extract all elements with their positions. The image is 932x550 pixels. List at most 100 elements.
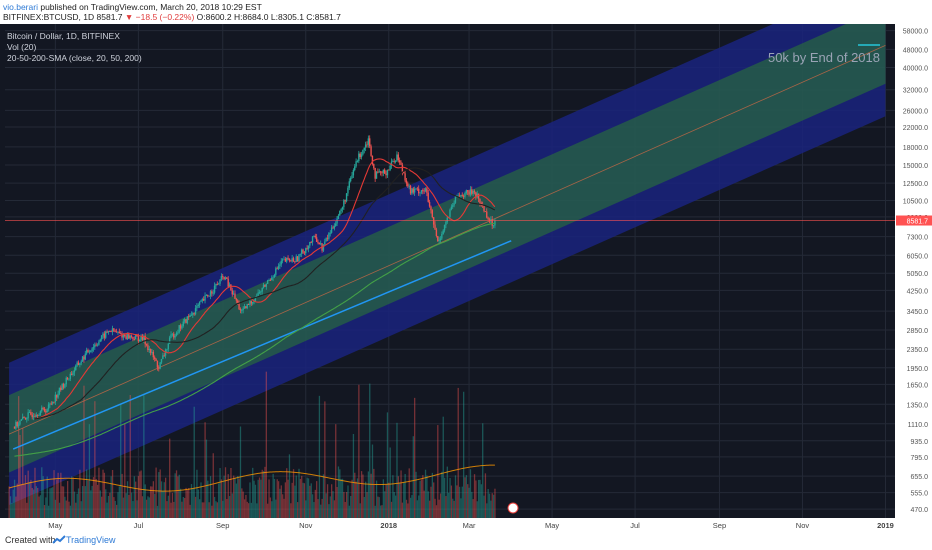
volume-bar — [269, 497, 272, 518]
volume-bar — [423, 490, 425, 518]
volume-bar — [151, 486, 153, 518]
volume-bar — [80, 501, 82, 518]
volume-bar — [159, 469, 161, 518]
candle-body — [72, 372, 74, 375]
candle-body — [394, 160, 397, 162]
candle-body — [174, 335, 176, 338]
volume-bar — [90, 490, 92, 518]
candle-body — [392, 161, 394, 163]
candle-body — [454, 195, 457, 203]
tradingview-brand[interactable]: TradingView — [66, 535, 116, 545]
candle-body — [212, 292, 214, 294]
candle-body — [41, 407, 43, 412]
publish-line: vio.berari published on TradingView.com,… — [3, 2, 262, 12]
candle-body — [119, 333, 122, 334]
volume-bar — [254, 484, 257, 518]
volume-bar — [340, 479, 342, 518]
time-axis-label: Sep — [216, 521, 229, 530]
candle-body — [280, 260, 282, 265]
candle-body — [17, 424, 20, 427]
price-axis-label: 2850.0 — [907, 328, 929, 335]
volume-bar — [22, 427, 24, 518]
volume-bar — [448, 492, 450, 518]
author-link[interactable]: vio.berari — [3, 2, 38, 12]
volume-bar — [403, 482, 405, 518]
volume-bar — [276, 479, 278, 518]
volume-bar — [106, 502, 108, 518]
candle-body — [68, 378, 70, 380]
candle-body — [96, 344, 99, 346]
volume-bar — [430, 486, 432, 518]
volume-bar — [318, 395, 321, 518]
volume-bar — [107, 495, 110, 518]
volume-bar — [166, 501, 168, 518]
volume-bar — [164, 477, 167, 518]
price-axis[interactable] — [895, 24, 932, 531]
volume-bar — [362, 474, 364, 518]
volume-bar — [154, 493, 156, 518]
price-axis-label: 32000.0 — [903, 88, 928, 95]
volume-bar — [79, 469, 81, 518]
candle-body — [148, 348, 150, 351]
volume-bar — [61, 486, 63, 518]
volume-bar — [339, 469, 341, 518]
volume-bar — [345, 491, 348, 518]
candle-body — [181, 325, 183, 329]
volume-bar — [246, 501, 248, 518]
volume-bar — [253, 480, 255, 518]
volume-bar — [488, 493, 491, 518]
volume-bar — [487, 489, 489, 518]
candle-body — [156, 360, 159, 368]
volume-bar — [249, 482, 251, 518]
volume-bar — [435, 505, 438, 518]
volume-bar — [9, 496, 12, 518]
candle-body — [340, 209, 342, 212]
volume-bar — [65, 500, 67, 518]
volume-bar — [181, 501, 183, 518]
candle-body — [486, 211, 488, 218]
volume-bar — [288, 454, 291, 518]
candle-body — [358, 153, 360, 162]
volume-bar — [283, 498, 285, 518]
candle-body — [243, 306, 246, 309]
candle-body — [428, 201, 431, 207]
candle-body — [465, 190, 468, 194]
candle-body — [326, 238, 329, 239]
volume-bar — [24, 475, 27, 518]
candle-body — [110, 331, 112, 332]
volume-bar — [295, 475, 297, 518]
candle-body — [403, 171, 405, 174]
candle-body — [408, 185, 410, 187]
candle-body — [307, 245, 310, 250]
candle-body — [313, 235, 315, 237]
volume-bar — [457, 387, 459, 518]
price-axis-label: 12500.0 — [903, 181, 928, 188]
candle-body — [88, 351, 91, 353]
candle-body — [238, 302, 240, 310]
volume-bar — [373, 468, 375, 518]
volume-bar — [382, 479, 385, 518]
price-chart[interactable]: 58000.0 48000.0 40000.0 32000.0 26000.0 22000… — [0, 24, 932, 531]
volume-bar — [422, 475, 424, 518]
time-axis[interactable] — [0, 518, 932, 531]
volume-bar — [314, 489, 316, 518]
volume-bar — [405, 499, 408, 518]
volume-bar — [465, 475, 468, 518]
channel-inner-band — [9, 24, 886, 473]
event-flag-icon[interactable] — [507, 502, 519, 514]
candle-body — [166, 349, 168, 350]
candle-body — [228, 284, 231, 287]
volume-bar — [194, 496, 197, 518]
candle-body — [247, 304, 250, 305]
support-trendline[interactable] — [12, 240, 512, 450]
candle-body — [320, 243, 322, 245]
volume-bar — [220, 479, 223, 518]
candle-body — [69, 373, 72, 379]
candle-body — [35, 414, 37, 417]
candle-body — [420, 190, 423, 193]
volume-bar — [12, 489, 14, 518]
candle-body — [303, 252, 306, 254]
candle-body — [480, 203, 482, 205]
candle-body — [227, 278, 229, 287]
candle-body — [24, 417, 27, 420]
